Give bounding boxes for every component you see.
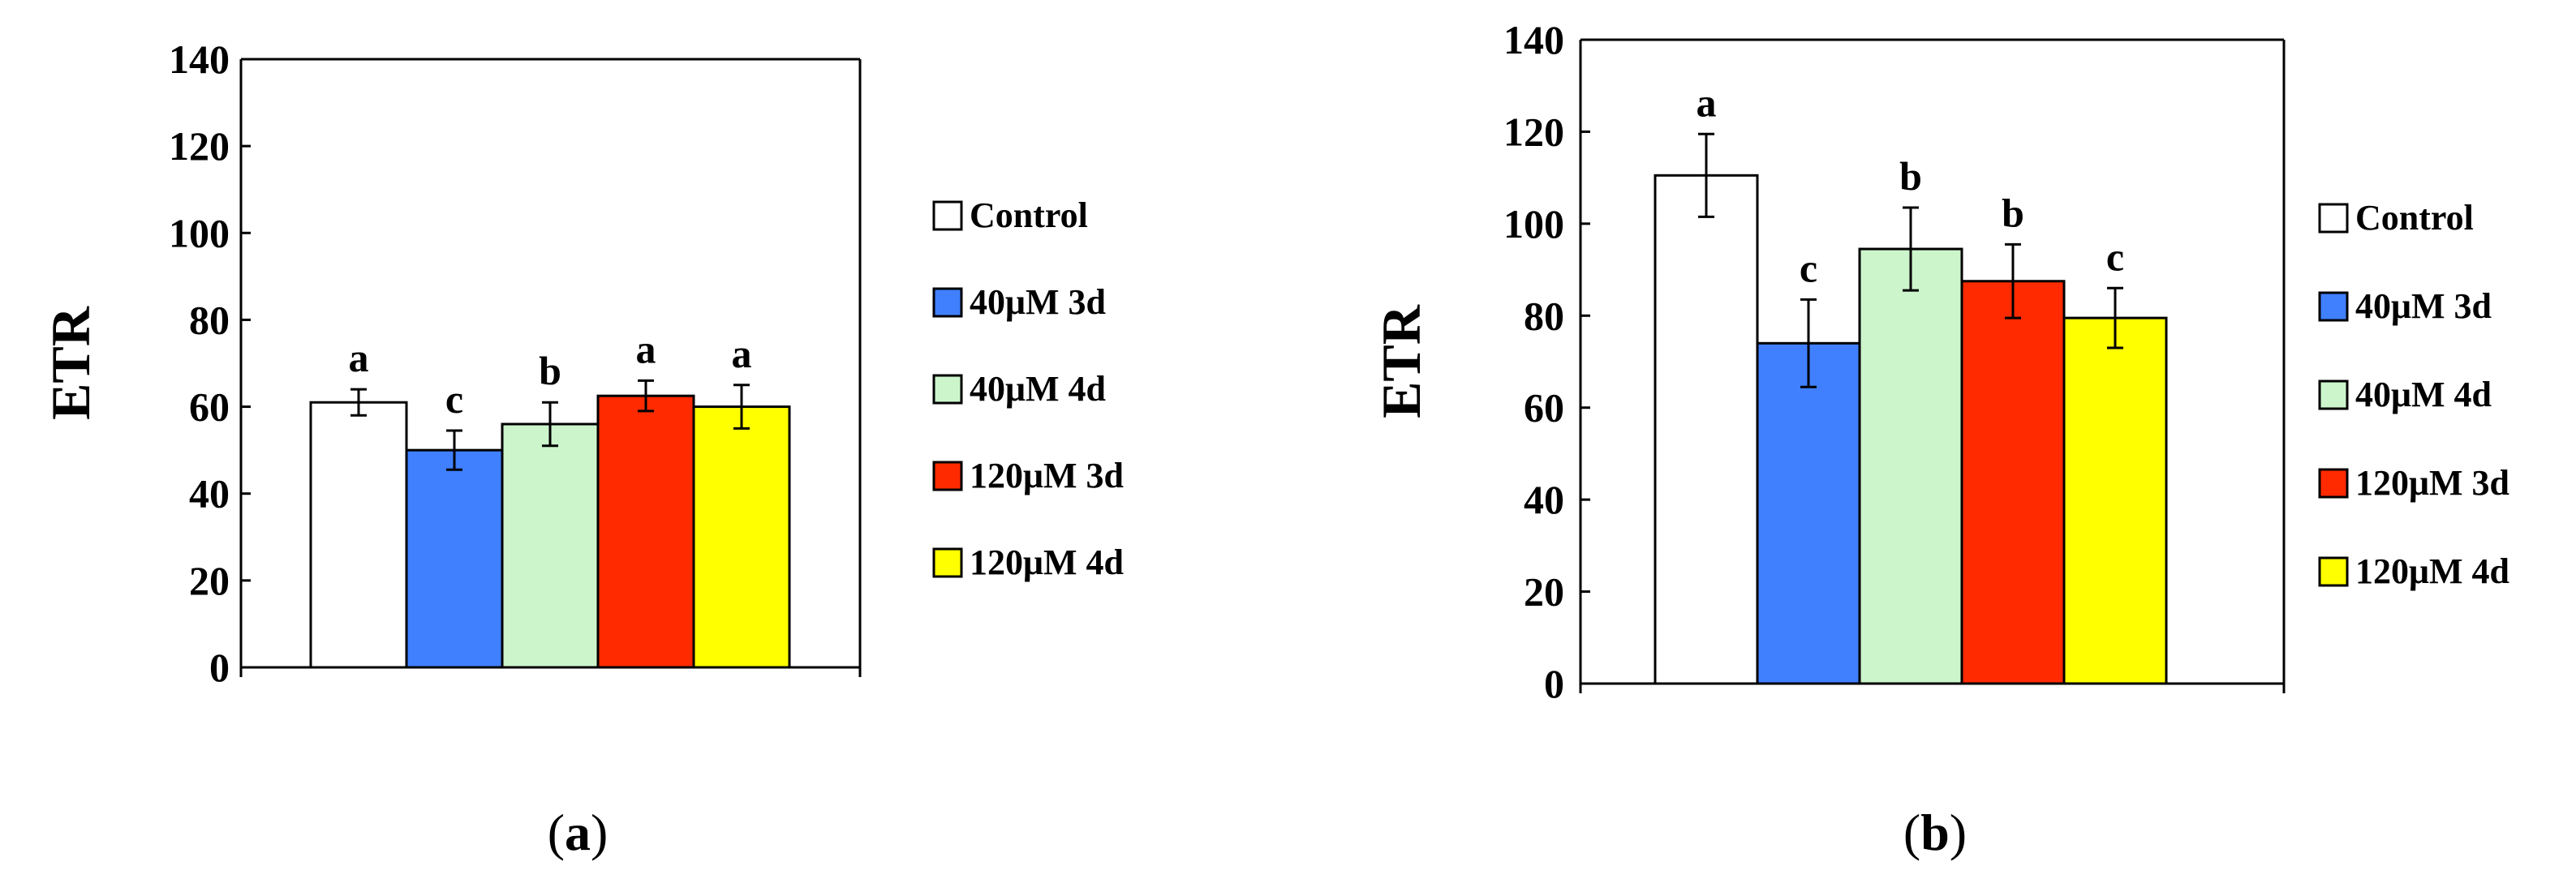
panel-label: (b) bbox=[1903, 804, 1967, 861]
y-tick-label: 80 bbox=[1524, 293, 1564, 338]
legend-swatch bbox=[2318, 291, 2349, 322]
y-tick-label: 0 bbox=[1544, 661, 1564, 706]
y-tick-label: 80 bbox=[189, 297, 230, 342]
bar-control bbox=[309, 401, 408, 669]
legend-label: 120μM 3d bbox=[2355, 463, 2509, 503]
bar-control bbox=[1654, 174, 1759, 685]
bar-120-m-4d bbox=[2062, 316, 2168, 685]
y-tick-label: 100 bbox=[169, 210, 230, 255]
bar-120-m-4d bbox=[692, 405, 791, 669]
y-tick-label: 20 bbox=[189, 558, 230, 603]
legend-swatch bbox=[2318, 379, 2349, 410]
legend-label: 40μM 4d bbox=[970, 369, 1106, 409]
legend-label: 120μM 4d bbox=[970, 542, 1124, 582]
bar-120-m-3d bbox=[596, 394, 695, 669]
legend-swatch bbox=[932, 374, 963, 405]
significance-label: c bbox=[1800, 245, 1817, 290]
y-tick-label: 40 bbox=[189, 471, 230, 517]
legend-label: Control bbox=[970, 195, 1088, 235]
significance-label: a bbox=[732, 331, 752, 376]
legend-label: 40μM 3d bbox=[970, 282, 1106, 322]
legend-label: 120μM 4d bbox=[2355, 551, 2509, 591]
bar-40-m-4d bbox=[501, 422, 600, 669]
significance-label: b bbox=[539, 348, 561, 393]
significance-label: a bbox=[349, 335, 369, 380]
legend-label: 40μM 4d bbox=[2355, 375, 2492, 414]
significance-label: b bbox=[2002, 190, 2024, 235]
y-tick-label: 120 bbox=[1503, 109, 1564, 154]
legend-swatch bbox=[2318, 468, 2349, 499]
panel-label-open: ( bbox=[548, 804, 565, 861]
y-tick-label: 60 bbox=[189, 384, 230, 430]
y-tick-label: 0 bbox=[209, 645, 230, 690]
significance-label: c bbox=[2106, 234, 2124, 279]
legend-swatch bbox=[932, 461, 963, 491]
bar-40-m-3d bbox=[1756, 341, 1861, 685]
legend-label: 40μM 3d bbox=[2355, 286, 2492, 326]
legend-swatch bbox=[932, 287, 963, 318]
legend-swatch bbox=[2318, 556, 2349, 587]
significance-label: b bbox=[1899, 153, 1922, 199]
panel-label-close: ) bbox=[1950, 804, 1967, 861]
y-tick-label: 140 bbox=[1503, 17, 1564, 62]
bar-40-m-4d bbox=[1858, 247, 1963, 685]
legend-label: 120μM 3d bbox=[970, 456, 1124, 495]
y-tick-label: 20 bbox=[1524, 569, 1564, 615]
legend-swatch bbox=[2318, 203, 2349, 234]
significance-label: a bbox=[1697, 79, 1717, 125]
y-tick-label: 120 bbox=[169, 123, 230, 169]
panel-label-letter: b bbox=[1920, 804, 1950, 861]
legend-label: Control bbox=[2355, 198, 2474, 238]
panel-label: (a) bbox=[548, 804, 609, 861]
y-axis-label: ETR bbox=[1370, 304, 1432, 418]
bar-40-m-3d bbox=[405, 448, 504, 669]
y-tick-label: 100 bbox=[1503, 201, 1564, 247]
chart-panel-b: 0 20 40 60 80 100 120 140 ETR a c b b c Control 40μM 3d… bbox=[1370, 17, 2509, 861]
y-tick-label: 140 bbox=[169, 36, 230, 82]
y-axis-label: ETR bbox=[40, 306, 101, 420]
y-tick-label: 60 bbox=[1524, 385, 1564, 431]
legend-swatch bbox=[932, 547, 963, 578]
bar-120-m-3d bbox=[1960, 280, 2066, 685]
significance-label: a bbox=[636, 326, 656, 371]
panel-label-open: ( bbox=[1903, 804, 1920, 861]
chart-panel-a: 0 20 40 60 80 100 120 140 ETR a c b a a Control 40μM 3d… bbox=[40, 36, 1124, 861]
legend-swatch bbox=[932, 200, 963, 231]
significance-label: c bbox=[445, 376, 463, 422]
panel-label-letter: a bbox=[565, 804, 591, 861]
panel-label-close: ) bbox=[591, 804, 608, 861]
y-tick-label: 40 bbox=[1524, 477, 1564, 522]
